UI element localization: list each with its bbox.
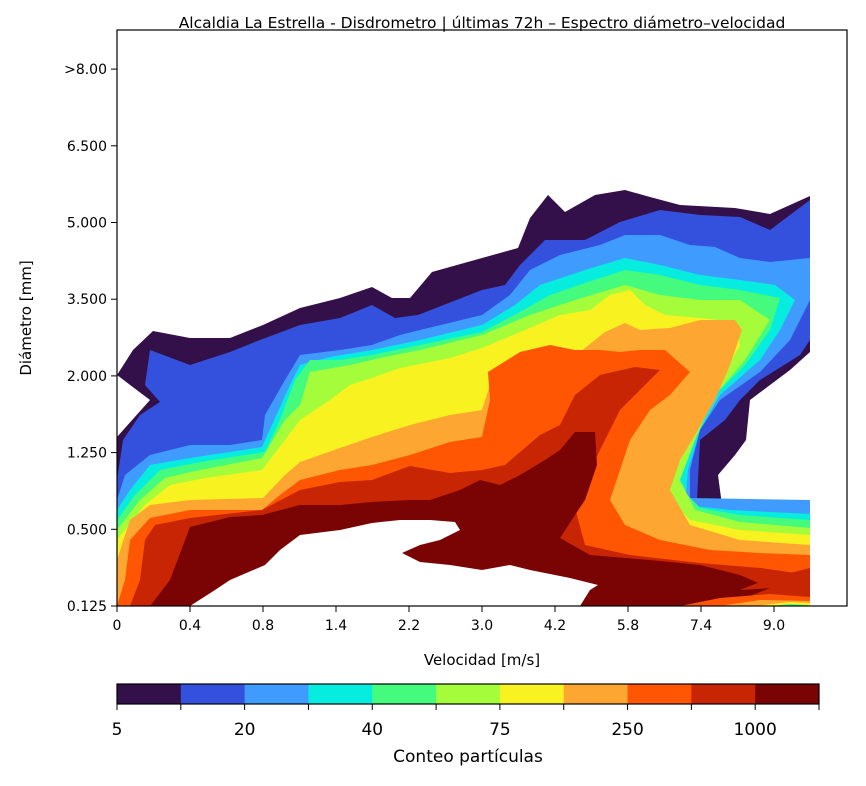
colorbar-swatch [117, 684, 182, 704]
colorbar-tick-label: 75 [489, 720, 511, 740]
x-axis: 0 0.4 0.8 1.4 2.2 3.0 4.2 5.8 7.4 9.0 [113, 606, 785, 634]
x-axis-label: Velocidad [m/s] [424, 651, 540, 669]
y-tick-label: 1.250 [67, 446, 107, 462]
colorbar-tick-label: 250 [611, 720, 643, 740]
colorbar-label: Conteo partículas [393, 747, 543, 767]
y-tick-label: 0.500 [67, 522, 107, 538]
x-tick-label: 5.8 [617, 618, 639, 634]
y-tick-label: >8.00 [64, 62, 107, 78]
colorbar-tick-label: 40 [361, 720, 383, 740]
colorbar-swatch [244, 684, 309, 704]
contour-level-9-patch [740, 568, 810, 590]
y-axis: 0.125 0.500 1.250 2.000 3.500 5.000 6.500 >8.00 [64, 62, 117, 615]
colorbar-swatch [180, 684, 246, 704]
y-tick-label: 6.500 [67, 139, 107, 155]
colorbar-swatch [627, 684, 692, 704]
colorbar-swatch [436, 684, 501, 704]
y-tick-label: 0.125 [67, 599, 107, 615]
x-tick-label: 1.4 [325, 618, 347, 634]
y-tick-label: 5.000 [67, 216, 107, 232]
colorbar-swatch [563, 684, 629, 704]
colorbar-swatch [691, 684, 756, 704]
x-tick-label: 7.4 [690, 618, 712, 634]
colorbar-swatch [499, 684, 565, 704]
colorbar: 5 20 40 75 250 1000 [112, 683, 820, 740]
x-tick-label: 0.8 [252, 618, 274, 634]
colorbar-tick-label: 20 [234, 720, 256, 740]
x-tick-label: 0.4 [179, 618, 201, 634]
colorbar-frame [116, 683, 820, 705]
x-tick-label: 2.2 [398, 618, 420, 634]
contour-empty-region [190, 520, 598, 606]
x-tick-label: 9.0 [763, 618, 785, 634]
colorbar-swatch [372, 684, 437, 704]
colorbar-tick-label: 1000 [734, 720, 777, 740]
y-tick-label: 2.000 [67, 369, 107, 385]
chart-title: Alcaldia La Estrella - Disdrometro | últ… [179, 14, 786, 32]
x-tick-label: 0 [113, 618, 122, 634]
colorbar-tick-label: 5 [112, 720, 123, 740]
x-tick-label: 4.2 [544, 618, 566, 634]
contour-area [117, 190, 810, 606]
y-axis-label: Diámetro [mm] [17, 260, 35, 375]
x-tick-label: 3.0 [471, 618, 493, 634]
colorbar-swatch [755, 684, 820, 704]
y-tick-label: 3.500 [67, 292, 107, 308]
colorbar-swatch [308, 684, 373, 704]
